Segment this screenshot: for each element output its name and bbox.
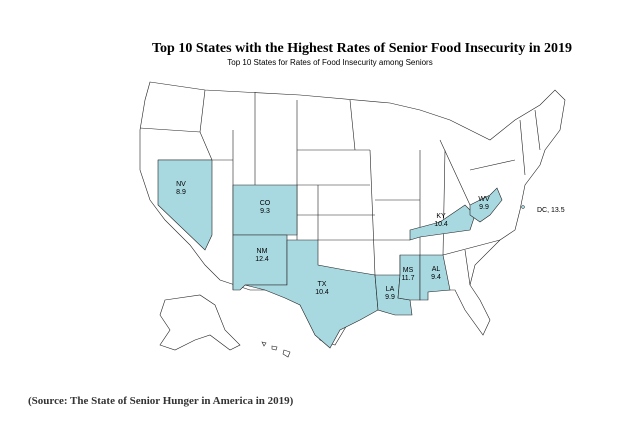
state-abbr: TX bbox=[318, 281, 327, 288]
state-shape bbox=[409, 204, 476, 241]
state-value: 8.9 bbox=[176, 189, 186, 196]
state-shape bbox=[232, 184, 298, 236]
source-note: (Source: The State of Senior Hunger in A… bbox=[28, 395, 294, 407]
us-outline bbox=[139, 81, 566, 346]
map-title: Top 10 States with the Highest Rates of … bbox=[152, 41, 572, 56]
state-abbr: KY bbox=[436, 213, 446, 220]
hawaii bbox=[261, 341, 291, 358]
state-shape bbox=[419, 254, 451, 301]
dc-marker bbox=[521, 205, 525, 209]
state-value: 9.9 bbox=[479, 204, 489, 211]
state-value: 10.4 bbox=[434, 221, 448, 228]
dc-label: DC, 13.5 bbox=[537, 207, 565, 214]
state-abbr: CO bbox=[260, 200, 271, 207]
state-value: 10.4 bbox=[315, 289, 329, 296]
state-shape bbox=[469, 187, 503, 223]
map-subtitle: Top 10 States for Rates of Food Insecuri… bbox=[227, 58, 432, 67]
state-abbr: AL bbox=[432, 266, 441, 273]
state-value: 9.9 bbox=[385, 294, 395, 301]
state-value: 12.4 bbox=[255, 256, 269, 263]
state-abbr: LA bbox=[386, 286, 395, 293]
state-abbr: NV bbox=[176, 181, 186, 188]
state-value: 11.7 bbox=[401, 275, 414, 282]
state-value: 9.3 bbox=[260, 208, 270, 215]
state-abbr: MS bbox=[403, 267, 414, 274]
state-shape bbox=[157, 159, 213, 251]
state-abbr: NM bbox=[257, 248, 268, 255]
alaska bbox=[159, 294, 241, 351]
state-value: 9.4 bbox=[431, 274, 441, 281]
state-abbr: WV bbox=[478, 196, 490, 203]
state-shape bbox=[244, 239, 379, 349]
